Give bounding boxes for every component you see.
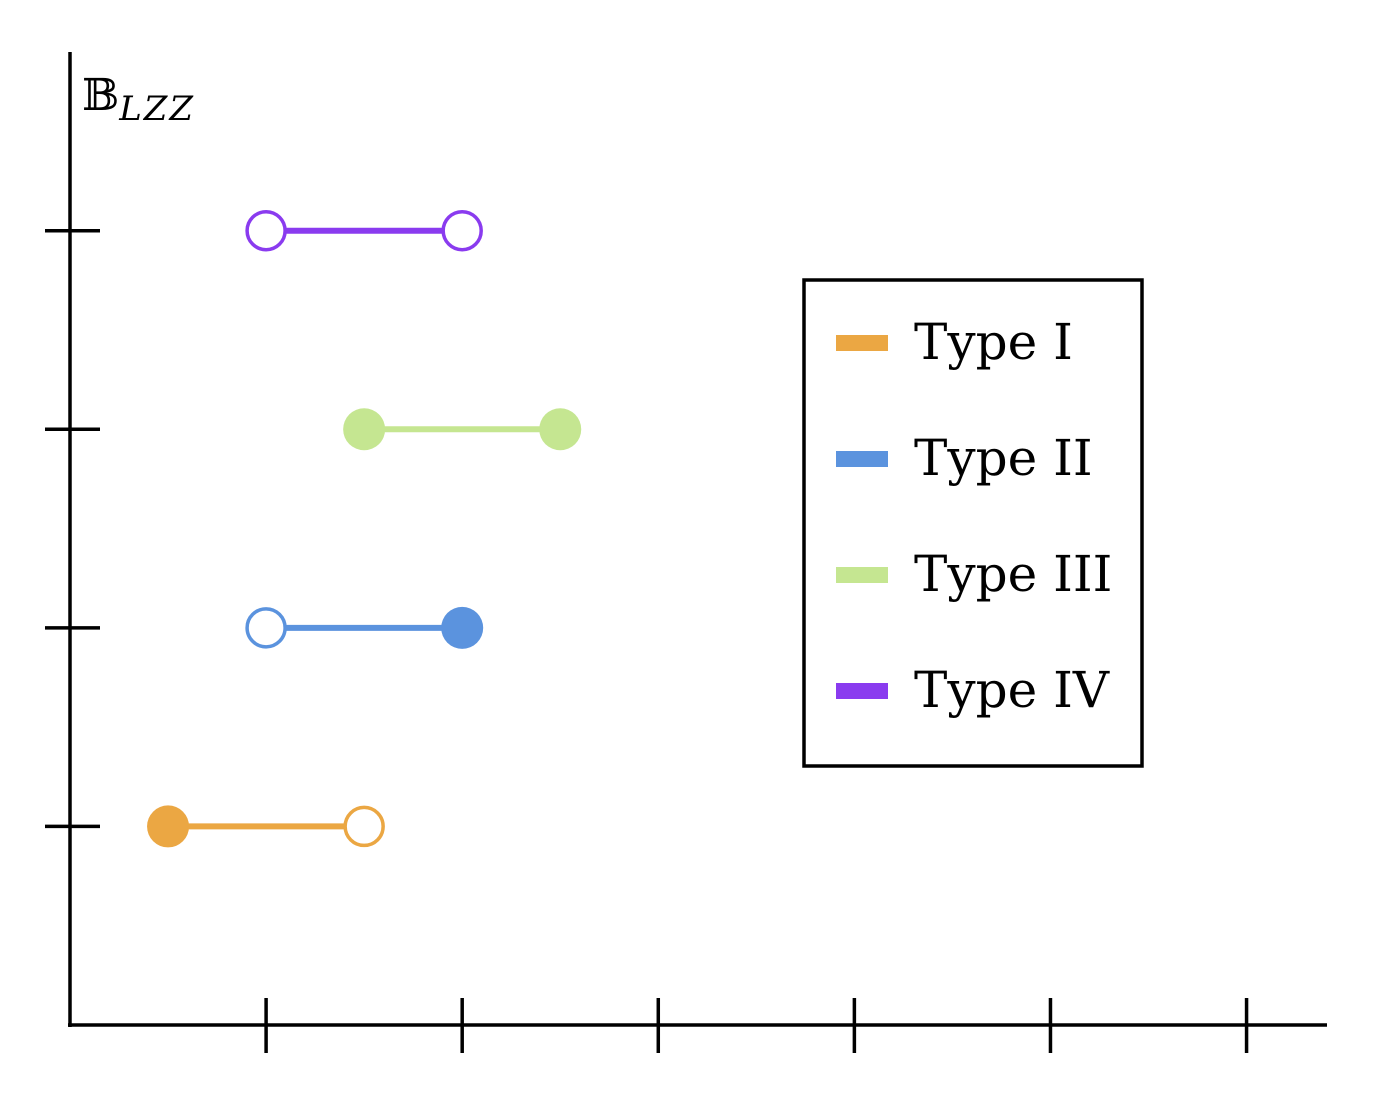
interval-type-ii	[245, 606, 484, 649]
interval-end-point-type-iv	[441, 209, 483, 252]
legend-label-type-i: Type I	[914, 313, 1073, 371]
interval-start-point-type-i	[147, 805, 190, 848]
interval-type-iv	[245, 209, 483, 252]
x-ticks	[264, 998, 1249, 1053]
axes	[68, 52, 1327, 1027]
legend-label-type-iii: Type III	[914, 545, 1112, 603]
y-axis-label-subscript: LZZ	[118, 89, 195, 129]
interval-start-point-type-iv	[245, 209, 287, 252]
y-ticks	[45, 228, 100, 829]
legend-swatch-type-ii	[836, 451, 888, 467]
y-axis-label-symbol: 𝔹	[82, 70, 119, 121]
interval-type-iii	[343, 408, 582, 451]
intervals	[147, 209, 582, 848]
legend-swatch-type-iv	[836, 683, 888, 699]
legend-swatch-type-iii	[836, 567, 888, 583]
legend-label-type-iv: Type IV	[914, 661, 1110, 719]
y-axis-label: 𝔹LZZ	[82, 70, 195, 129]
interval-end-point-type-i	[343, 805, 385, 848]
interval-type-i	[147, 805, 385, 848]
legend-label-type-ii: Type II	[914, 429, 1093, 487]
interval-end-point-type-ii	[441, 606, 484, 649]
interval-start-point-type-ii	[245, 607, 287, 649]
interval-end-point-type-iii	[539, 408, 582, 451]
legend: Type I Type II Type III Type IV	[802, 278, 1144, 768]
legend-swatch-type-i	[836, 335, 888, 351]
interval-start-point-type-iii	[343, 408, 386, 451]
legend-items: Type I Type II Type III Type IV	[836, 313, 1112, 719]
